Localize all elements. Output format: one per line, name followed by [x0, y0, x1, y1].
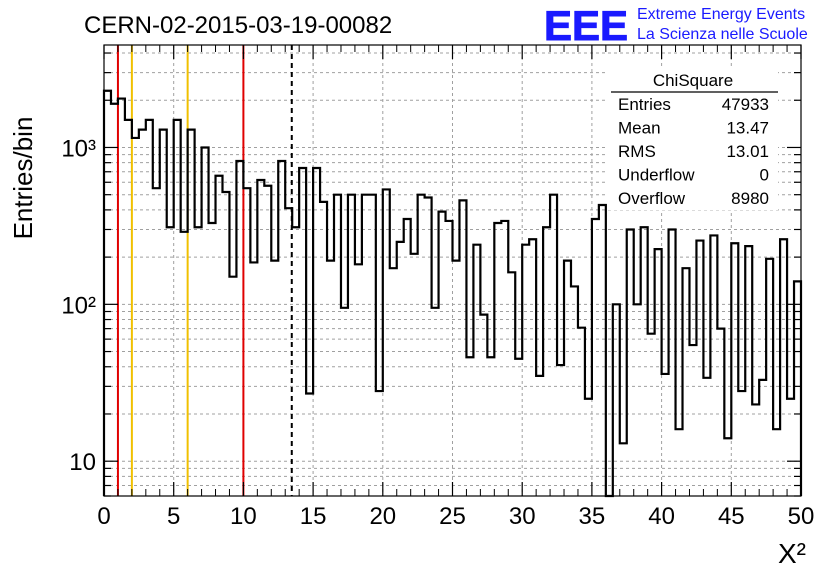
reference-lines: [116, 45, 293, 496]
x-tick-label: 0: [97, 503, 110, 530]
grid: [104, 45, 801, 497]
stats-row-value: 13.01: [726, 142, 769, 161]
stats-title: ChiSquare: [653, 71, 733, 90]
stats-row-label: Overflow: [618, 189, 686, 208]
x-tick-label: 40: [648, 503, 675, 530]
stats-rows: Entries 47933 Mean 13.47 RMS 13.01 Underflow 0 O…: [618, 95, 769, 208]
stats-row-value: 47933: [722, 95, 769, 114]
logo-line1: Extreme Energy Events: [637, 6, 805, 23]
y-tick-label: 10³: [61, 135, 96, 162]
stats-box-background: [608, 66, 778, 210]
x-tick-label: 30: [509, 503, 536, 530]
x-tick-label: 35: [579, 503, 606, 530]
x-tick-label: 20: [369, 503, 396, 530]
x-tick-label: 10: [230, 503, 257, 530]
eee-logo: EEE Extreme Energy Events La Scienza nel…: [544, 2, 808, 50]
stats-row-label: Mean: [618, 119, 661, 138]
stats-row-label: RMS: [618, 142, 656, 161]
y-tick-label: 10²: [61, 292, 96, 319]
chart-title: CERN-02-2015-03-19-00082: [84, 12, 392, 39]
histogram-series: [102, 89, 803, 498]
stats-row-value: 13.47: [726, 119, 769, 138]
logo-mark: EEE: [544, 2, 628, 49]
axis-ticks: [103, 45, 802, 497]
x-axis-label: X²: [778, 538, 806, 569]
stats-row-value: 0: [760, 166, 769, 185]
stats-row-label: Underflow: [618, 166, 695, 185]
y-axis-label: Entries/bin: [8, 117, 38, 240]
y-tick-label: 10: [69, 449, 96, 476]
x-tick-label: 50: [788, 503, 815, 530]
x-tick-label: 45: [718, 503, 745, 530]
x-tick-label: 15: [300, 503, 327, 530]
x-tick-label: 25: [439, 503, 466, 530]
stats-row-value: 8980: [731, 189, 769, 208]
logo-line2: La Scienza nelle Scuole: [637, 26, 808, 43]
x-tick-label: 5: [167, 503, 180, 530]
stats-box: ChiSquare Entries 47933 Mean 13.47 RMS 13.01 U…: [608, 66, 778, 210]
plot-area: [102, 44, 803, 498]
stats-row-label: Entries: [618, 95, 671, 114]
